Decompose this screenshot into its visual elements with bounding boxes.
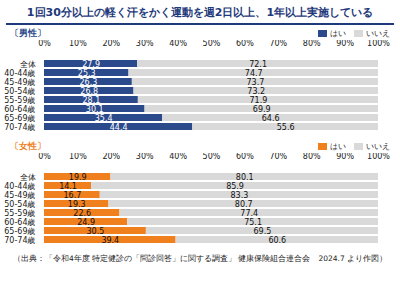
svg-text:70%: 70% [269,153,287,161]
svg-text:60-64歳: 60-64歳 [4,105,35,114]
svg-text:69.9: 69.9 [253,105,271,114]
svg-text:50-54歳: 50-54歳 [4,200,35,209]
svg-text:40-44歳: 40-44歳 [4,69,35,78]
svg-text:85.9: 85.9 [226,182,244,191]
svg-text:60-64歳: 60-64歳 [4,218,35,227]
svg-text:65-69歳: 65-69歳 [4,227,35,236]
svg-text:27.9: 27.9 [82,60,100,69]
svg-text:80.7: 80.7 [235,200,253,209]
svg-text:30.1: 30.1 [86,105,104,114]
svg-text:64.6: 64.6 [262,114,280,123]
svg-text:60%: 60% [236,153,254,161]
svg-text:39.4: 39.4 [101,236,119,245]
svg-text:26.8: 26.8 [80,87,98,96]
svg-text:22.6: 22.6 [73,209,91,218]
svg-text:44.4: 44.4 [110,123,128,132]
svg-text:28.1: 28.1 [83,96,101,105]
svg-text:20%: 20% [102,40,120,48]
svg-text:24.9: 24.9 [77,218,95,227]
svg-text:55-59歳: 55-59歳 [4,209,35,218]
html-text:〔女性〕: 〔女性〕 [10,141,46,151]
svg-text:35.4: 35.4 [95,114,113,123]
svg-text:26.3: 26.3 [80,78,98,87]
svg-text:90%: 90% [336,153,354,161]
svg-text:0%: 0% [38,40,51,48]
svg-text:73.2: 73.2 [247,87,265,96]
svg-text:19.3: 19.3 [68,200,86,209]
html-text:いいえ: いいえ [366,142,390,151]
svg-text:71.9: 71.9 [250,96,268,105]
svg-text:30%: 30% [136,40,154,48]
svg-text:70%: 70% [269,40,287,48]
svg-text:30%: 30% [136,153,154,161]
html-text:はい: はい [330,29,346,38]
svg-text:60.6: 60.6 [268,236,286,245]
svg-text:40-44歳: 40-44歳 [4,182,35,191]
svg-text:45-49歳: 45-49歳 [4,191,35,200]
svg-text:60%: 60% [236,40,254,48]
svg-text:25.3: 25.3 [78,69,96,78]
svg-text:65-69歳: 65-69歳 [4,114,35,123]
svg-text:100%: 100% [367,40,390,48]
svg-text:70-74歳: 70-74歳 [4,123,35,132]
svg-text:50%: 50% [203,153,221,161]
svg-text:74.7: 74.7 [245,69,263,78]
html-text:（出典：「令和4年度 特定健診の「問診回答」に関する調査」: （出典：「令和4年度 特定健診の「問診回答」に関する調査」 健康保険組合連合会 … [12,254,388,263]
html-text:いいえ: いいえ [366,29,390,38]
svg-text:55.6: 55.6 [277,123,295,132]
svg-text:10%: 10% [69,40,87,48]
svg-text:80%: 80% [303,40,321,48]
svg-text:14.1: 14.1 [59,182,77,191]
html-text:1回30分以上の軽く汗をかく運動を週2日以上、1年以上実施し: 1回30分以上の軽く汗をかく運動を週2日以上、1年以上実施している [26,6,374,19]
svg-text:全体: 全体 [20,173,36,182]
svg-text:77.4: 77.4 [240,209,258,218]
svg-text:40%: 40% [169,153,187,161]
svg-text:50%: 50% [203,40,221,48]
svg-text:16.7: 16.7 [63,191,81,200]
html-text:〔男性〕: 〔男性〕 [10,28,46,38]
svg-text:20%: 20% [102,153,120,161]
svg-text:全体: 全体 [20,60,36,69]
svg-text:55-59歳: 55-59歳 [4,96,35,105]
svg-text:90%: 90% [336,40,354,48]
svg-text:100%: 100% [367,153,390,161]
svg-text:73.7: 73.7 [247,78,265,87]
svg-text:30.5: 30.5 [87,227,105,236]
svg-text:69.5: 69.5 [254,227,272,236]
svg-text:40%: 40% [169,40,187,48]
svg-text:83.3: 83.3 [230,191,248,200]
svg-text:80.1: 80.1 [236,173,254,182]
svg-text:45-49歳: 45-49歳 [4,78,35,87]
html-text:はい: はい [330,142,346,151]
svg-text:10%: 10% [69,153,87,161]
svg-text:50-54歳: 50-54歳 [4,87,35,96]
svg-text:0%: 0% [38,153,51,161]
svg-text:72.1: 72.1 [249,60,267,69]
svg-text:70-74歳: 70-74歳 [4,236,35,245]
svg-text:80%: 80% [303,153,321,161]
svg-text:19.9: 19.9 [69,173,87,182]
svg-text:75.1: 75.1 [244,218,262,227]
